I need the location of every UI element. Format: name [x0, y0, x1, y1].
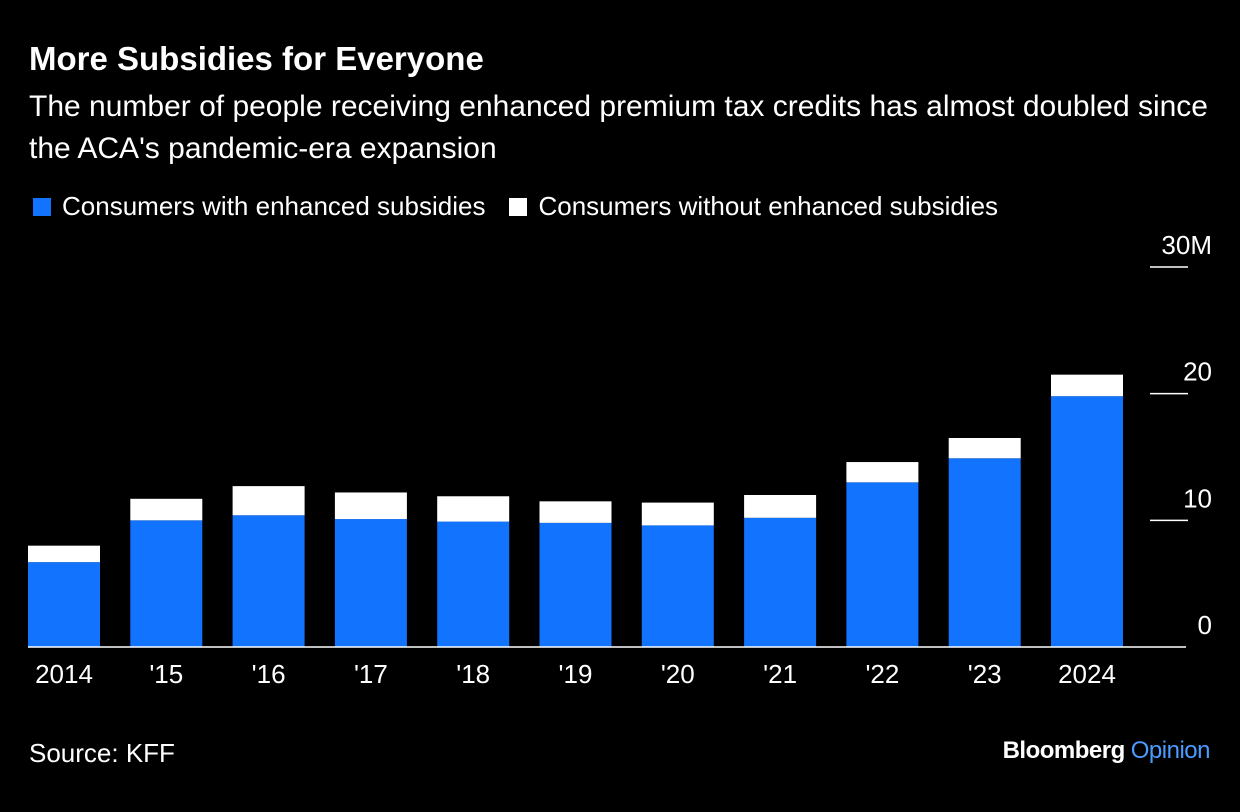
bar-with-subsidies: [334, 519, 407, 647]
x-tick-label: 2024: [1058, 659, 1116, 689]
x-tick-label: '17: [354, 659, 388, 689]
brand-suffix: Opinion: [1130, 737, 1211, 764]
bar-with-subsidies: [539, 522, 612, 647]
legend: Consumers with enhanced subsidies Consum…: [33, 191, 1022, 222]
bar-with-subsidies: [846, 482, 919, 647]
bar-with-subsidies: [130, 520, 203, 647]
bar-without-subsidies: [539, 501, 612, 523]
bar-without-subsidies: [130, 498, 203, 521]
bar-without-subsidies: [846, 462, 919, 483]
legend-item-with-subsidies: Consumers with enhanced subsidies: [33, 191, 485, 222]
legend-swatch-without-subsidies: [509, 197, 528, 216]
bar-with-subsidies: [641, 525, 714, 647]
bar-without-subsidies: [334, 492, 407, 520]
x-tick-label: '21: [763, 659, 797, 689]
legend-item-without-subsidies: Consumers without enhanced subsidies: [509, 191, 998, 222]
bar-without-subsidies: [744, 495, 817, 518]
y-tick-label: 30M: [1161, 230, 1212, 260]
bar-with-subsidies: [948, 458, 1021, 647]
legend-swatch-with-subsidies: [33, 197, 51, 216]
bar-with-subsidies: [437, 521, 510, 647]
x-tick-label: 2014: [35, 659, 93, 689]
bar-with-subsidies: [744, 517, 817, 647]
bar-with-subsidies: [28, 562, 100, 647]
chart-title: More Subsidies for Everyone: [29, 40, 484, 77]
bar-without-subsidies: [641, 502, 714, 526]
legend-label-with-subsidies: Consumers with enhanced subsidies: [62, 191, 486, 221]
chart-subtitle: The number of people receiving enhanced …: [29, 90, 1208, 165]
bar-without-subsidies: [1051, 374, 1123, 397]
brand-name: Bloomberg: [1002, 737, 1126, 764]
source-note: Source: KFF: [29, 738, 175, 768]
bar-with-subsidies: [232, 515, 305, 647]
bar-without-subsidies: [437, 496, 510, 522]
x-tick-label: '19: [559, 659, 593, 689]
y-tick-label: 0: [1198, 610, 1212, 640]
bar-with-subsidies: [1051, 396, 1123, 647]
x-tick-label: '20: [661, 659, 695, 689]
brand-logo: Bloomberg Opinion: [1002, 737, 1211, 765]
bar-without-subsidies: [948, 438, 1021, 459]
x-tick-label: '16: [252, 659, 286, 689]
y-tick-label: 20: [1183, 357, 1212, 387]
legend-label-without-subsidies: Consumers without enhanced subsidies: [538, 191, 999, 221]
x-tick-label: '15: [149, 659, 183, 689]
bar-without-subsidies: [28, 545, 100, 563]
bar-without-subsidies: [232, 486, 305, 516]
x-tick-label: '22: [865, 659, 899, 689]
x-tick-label: '18: [456, 659, 490, 689]
y-tick-label: 10: [1183, 483, 1212, 513]
x-tick-label: '23: [968, 659, 1002, 689]
